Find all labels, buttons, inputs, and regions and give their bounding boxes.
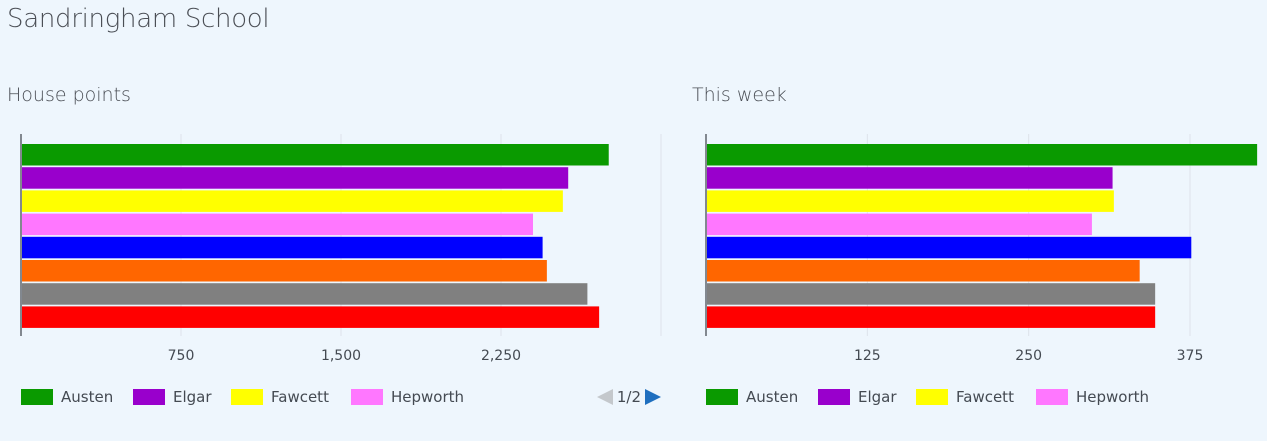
this-week-panel: This week 125 250 375 Austen Elgar Fawcett He… xyxy=(692,84,1262,424)
legend-label: Fawcett xyxy=(956,388,1014,406)
legend-label: Elgar xyxy=(173,388,212,406)
bar-hepworth xyxy=(22,213,533,236)
bar-house-6 xyxy=(22,260,547,282)
legend-label: Fawcett xyxy=(271,388,329,406)
bar-hepworth xyxy=(707,213,1092,236)
legend-item-elgar[interactable]: Elgar xyxy=(818,386,897,408)
legend-label: Austen xyxy=(746,388,799,406)
legend-pager: 1/2 xyxy=(596,386,661,408)
house-points-panel: House points 750 1,500 2,250 1/2 Austen Elg… xyxy=(7,84,667,424)
legend-label: Hepworth xyxy=(1076,388,1150,406)
legend-swatch xyxy=(133,389,165,405)
bar-house-7 xyxy=(707,283,1156,305)
legend-item-fawcett[interactable]: Fawcett xyxy=(231,386,329,408)
bar-house-5 xyxy=(22,236,543,259)
x-tick-label: 750 xyxy=(168,348,195,364)
bar-austen xyxy=(707,144,1258,166)
bar-house-7 xyxy=(22,283,588,305)
bar-elgar xyxy=(707,167,1113,189)
app-title: Sandringham School xyxy=(7,4,270,34)
bar-house-8 xyxy=(22,306,600,328)
this-week-legend: Austen Elgar Fawcett Hepworth xyxy=(706,386,1262,408)
this-week-chart: 125 250 375 xyxy=(705,134,1258,364)
legend-label: Hepworth xyxy=(391,388,465,406)
pager-text: 1/2 xyxy=(616,388,641,406)
x-tick-label: 2,250 xyxy=(481,348,521,364)
legend-swatch xyxy=(818,389,850,405)
pager-next-icon[interactable] xyxy=(645,389,661,405)
bar-house-6 xyxy=(707,260,1140,282)
this-week-title: This week xyxy=(692,84,787,106)
bar-austen xyxy=(22,144,609,166)
house-points-chart: 750 1,500 2,250 xyxy=(20,134,662,364)
x-tick-label: 125 xyxy=(854,348,881,364)
legend-swatch xyxy=(351,389,383,405)
x-tick-label: 375 xyxy=(1177,348,1204,364)
bar-fawcett xyxy=(707,190,1114,212)
legend-label: Austen xyxy=(61,388,114,406)
legend-item-hepworth[interactable]: Hepworth xyxy=(351,386,464,408)
bar-house-5 xyxy=(707,236,1192,259)
legend-swatch xyxy=(1036,389,1068,405)
legend-swatch xyxy=(706,389,738,405)
legend-item-austen[interactable]: Austen xyxy=(706,386,798,408)
x-tick-label: 250 xyxy=(1015,348,1042,364)
legend-label: Elgar xyxy=(858,388,897,406)
house-points-legend: 1/2 Austen Elgar Fawcett Hepworth xyxy=(21,386,667,408)
bar-elgar xyxy=(22,167,569,189)
legend-swatch xyxy=(231,389,263,405)
bar-house-8 xyxy=(707,306,1156,328)
legend-swatch xyxy=(916,389,948,405)
x-tick-label: 1,500 xyxy=(321,348,361,364)
bar-fawcett xyxy=(22,190,563,212)
legend-swatch xyxy=(21,389,53,405)
legend-item-hepworth[interactable]: Hepworth xyxy=(1036,386,1149,408)
pager-prev-icon[interactable] xyxy=(596,389,613,405)
legend-item-austen[interactable]: Austen xyxy=(21,386,113,408)
house-points-title: House points xyxy=(7,84,131,106)
legend-item-fawcett[interactable]: Fawcett xyxy=(916,386,1014,408)
legend-item-elgar[interactable]: Elgar xyxy=(133,386,212,408)
